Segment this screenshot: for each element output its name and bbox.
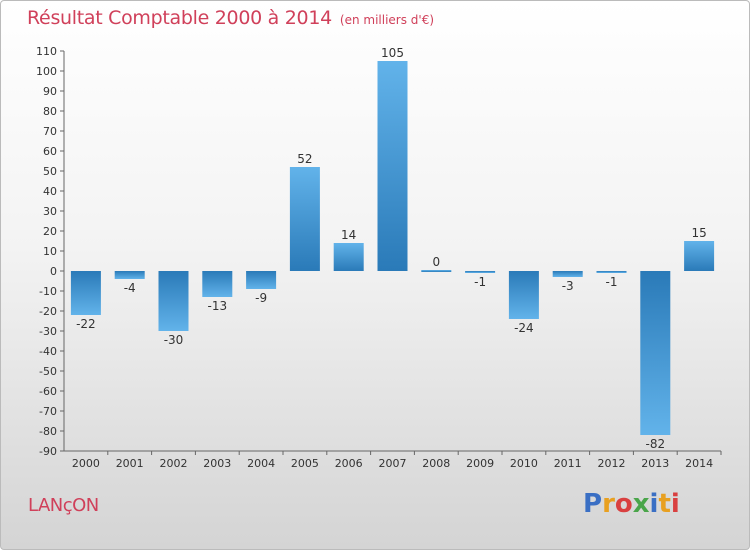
y-tick-label: 20 [43, 225, 57, 238]
x-tick-label: 2007 [379, 457, 407, 470]
bar-value-label: -82 [645, 437, 665, 451]
y-tick-label: -90 [39, 445, 57, 458]
logo-letter: i [670, 489, 680, 519]
bar [333, 243, 364, 271]
logo-letter: P [583, 489, 603, 519]
y-tick-label: -80 [39, 425, 57, 438]
bar [552, 271, 583, 277]
bar-value-label: -24 [514, 321, 534, 335]
y-tick-label: 110 [36, 45, 57, 58]
bar-value-label: 14 [341, 228, 356, 242]
x-tick-label: 2000 [72, 457, 100, 470]
y-tick-label: 30 [43, 205, 57, 218]
x-tick-label: 2006 [335, 457, 363, 470]
logo-letter: x [632, 489, 650, 519]
chart-title: Résultat Comptable 2000 à 2014 (en millie… [27, 7, 434, 29]
bar-value-label: -4 [124, 281, 136, 295]
bar [465, 271, 496, 273]
bar-value-label: -9 [255, 291, 267, 305]
x-tick-label: 2002 [160, 457, 188, 470]
x-tick-label: 2012 [598, 457, 626, 470]
y-tick-label: -30 [39, 325, 57, 338]
x-tick-label: 2005 [291, 457, 319, 470]
x-tick-label: 2001 [116, 457, 144, 470]
y-tick-label: 100 [36, 65, 57, 78]
y-tick-label: -50 [39, 365, 57, 378]
y-tick-label: 90 [43, 85, 57, 98]
y-tick-label: -70 [39, 405, 57, 418]
y-tick-label: 50 [43, 165, 57, 178]
chart-title-text: Résultat Comptable 2000 à 2014 [27, 7, 332, 29]
chart-subtitle: (en milliers d'€) [339, 13, 435, 27]
x-tick-label: 2008 [422, 457, 450, 470]
bar [70, 271, 101, 315]
bar [202, 271, 233, 297]
bar [508, 271, 539, 319]
y-tick-label: 0 [50, 265, 57, 278]
y-tick-label: 60 [43, 145, 57, 158]
y-tick-label: 40 [43, 185, 57, 198]
x-tick-label: 2010 [510, 457, 538, 470]
bar [246, 271, 277, 289]
bar [377, 61, 408, 271]
bar-value-label: 15 [691, 226, 706, 240]
x-tick-label: 2011 [554, 457, 582, 470]
y-tick-label: -40 [39, 345, 57, 358]
x-tick-label: 2004 [247, 457, 275, 470]
bar [596, 271, 627, 273]
bar [158, 271, 189, 331]
bar [114, 271, 145, 279]
bar [421, 270, 452, 272]
logo-letter: o [614, 489, 633, 519]
y-tick-label: 70 [43, 125, 57, 138]
bar-value-label: -13 [207, 299, 227, 313]
y-tick-label: 10 [43, 245, 57, 258]
bar-value-label: -1 [474, 275, 486, 289]
proxiti-logo[interactable]: Proxiti [583, 489, 680, 519]
bar-value-label: -22 [76, 317, 96, 331]
y-tick-label: -60 [39, 385, 57, 398]
x-tick-label: 2014 [685, 457, 713, 470]
logo-letter: r [602, 489, 615, 519]
bar-value-label: -3 [562, 279, 574, 293]
bar [640, 271, 671, 435]
bar-value-label: 105 [381, 46, 404, 60]
logo-letter: t [658, 489, 671, 519]
bar [684, 241, 715, 271]
bar-value-label: -1 [606, 275, 618, 289]
bar-value-label: -30 [164, 333, 184, 347]
y-tick-label: -20 [39, 305, 57, 318]
x-tick-label: 2013 [641, 457, 669, 470]
logo-letter: i [649, 489, 659, 519]
x-tick-label: 2009 [466, 457, 494, 470]
bar [289, 167, 320, 271]
x-tick-label: 2003 [203, 457, 231, 470]
bar-value-label: 0 [432, 255, 440, 269]
y-tick-label: 80 [43, 105, 57, 118]
y-tick-label: -10 [39, 285, 57, 298]
city-name: LANçON [28, 495, 99, 516]
bar-value-label: 52 [297, 152, 312, 166]
